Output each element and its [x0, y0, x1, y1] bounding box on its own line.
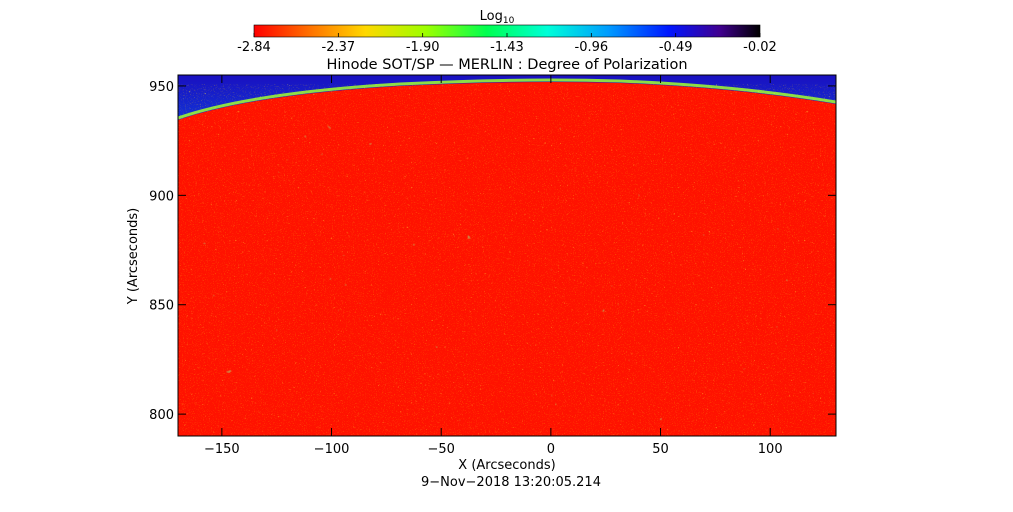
y-tick-label: 900: [149, 189, 174, 204]
x-axis: −150 −100 −50 0 50 100: [204, 75, 783, 457]
colorbar-tick-label: -0.02: [743, 40, 777, 55]
x-tick-label: −100: [314, 442, 350, 457]
colorbar-tick-label: -2.84: [237, 40, 271, 55]
colorbar-label-sub: 10: [503, 16, 515, 26]
y-axis: 800 850 900 950: [149, 80, 836, 423]
colorbar: Log10 -2.84 -2.37 -1.90 -1.43 -0.96 -0.49 -0.0…: [237, 9, 777, 55]
x-tick-label: 100: [758, 442, 783, 457]
colorbar-tick-label: -1.90: [406, 40, 440, 55]
plot-frame: [177, 74, 837, 437]
y-tick-label: 950: [149, 80, 174, 95]
solar-image: [178, 75, 836, 436]
x-tick-label: −50: [427, 442, 454, 457]
x-tick-label: −150: [204, 442, 240, 457]
colorbar-label-main: Log: [480, 9, 503, 24]
colorbar-ticks: -2.84 -2.37 -1.90 -1.43 -0.96 -0.49 -0.02: [237, 33, 777, 55]
colorbar-tick-label: -1.43: [490, 40, 524, 55]
x-axis-label: X (Arcseconds): [458, 458, 555, 473]
disk-texture: [178, 84, 836, 436]
colorbar-tick-label: -2.37: [322, 40, 356, 55]
y-tick-label: 850: [149, 299, 174, 314]
y-axis-label: Y (Arcseconds): [126, 208, 141, 305]
colorbar-label: Log10: [480, 9, 515, 26]
plot-title: Hinode SOT/SP — MERLIN : Degree of Polar…: [326, 57, 687, 73]
timestamp: 9−Nov−2018 13:20:05.214: [421, 475, 601, 490]
colorbar-tick-label: -0.49: [659, 40, 693, 55]
x-tick-label: 0: [547, 442, 555, 457]
limb-edge: [178, 78, 836, 120]
x-tick-label: 50: [652, 442, 669, 457]
colorbar-tick-label: -0.96: [575, 40, 609, 55]
y-tick-label: 800: [149, 408, 174, 423]
